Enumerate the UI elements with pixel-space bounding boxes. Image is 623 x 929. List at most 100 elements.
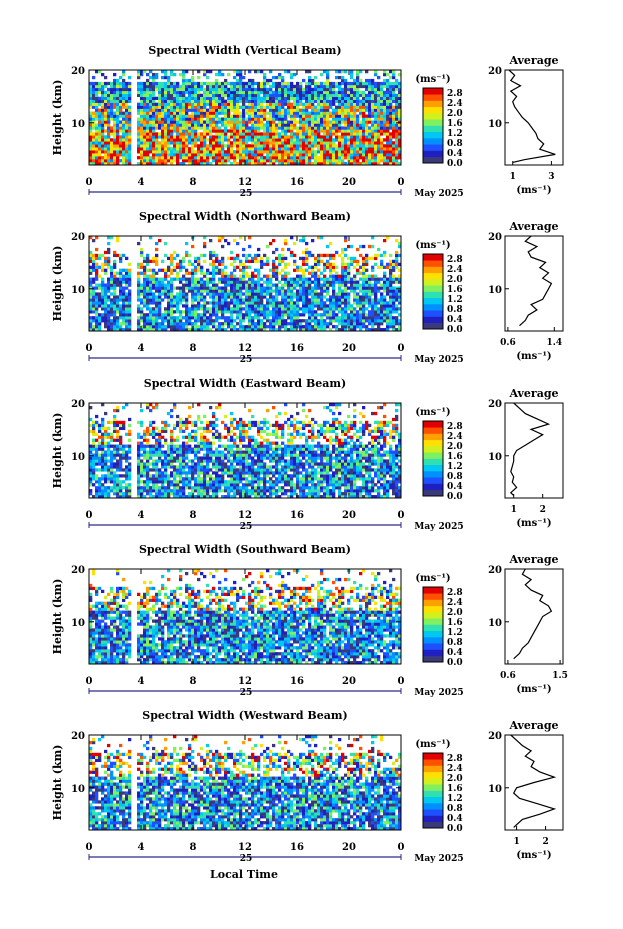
heatmap-cell [314, 310, 318, 314]
heatmap-cell [278, 114, 282, 118]
heatmap-cell [164, 99, 168, 103]
heatmap-cell [248, 99, 252, 103]
heatmap-cell [383, 129, 387, 133]
heatmap-cell [260, 277, 264, 281]
heatmap-cell [194, 313, 198, 317]
heatmap-cell [116, 132, 120, 136]
heatmap-cell [389, 298, 393, 302]
heatmap-cell [311, 292, 315, 296]
heatmap-cell [359, 132, 363, 136]
heatmap-cell [146, 90, 150, 95]
heatmap-cell [227, 93, 231, 98]
heatmap-cell [284, 99, 288, 103]
heatmap-cell [368, 256, 372, 261]
heatmap-cell [347, 265, 351, 269]
heatmap-cell [155, 277, 159, 281]
heatmap-cell [230, 105, 234, 109]
heatmap-cell [164, 102, 168, 106]
heatmap-cell [125, 153, 129, 157]
heatmap-cell [173, 156, 177, 160]
heatmap-cell [158, 295, 162, 299]
heatmap-cell [161, 75, 165, 80]
heatmap-cell [389, 147, 393, 151]
heatmap-cell [353, 111, 357, 115]
heatmap-cell [257, 159, 261, 163]
heatmap-cell [362, 280, 366, 284]
heatmap-cell [311, 126, 315, 130]
heatmap-cell [338, 274, 342, 278]
heatmap-cell [350, 87, 354, 92]
heatmap-cell [335, 147, 339, 151]
heatmap-cell [380, 156, 384, 160]
heatmap-cell [320, 253, 324, 258]
heatmap-cell [383, 271, 387, 275]
heatmap-cell [104, 286, 108, 290]
heatmap-cell [293, 96, 297, 100]
heatmap-cell [137, 90, 141, 95]
heatmap-cell [311, 96, 315, 100]
heatmap-cell [158, 283, 162, 287]
heatmap-cell [278, 75, 282, 80]
heatmap-cell [296, 147, 300, 151]
heatmap-cell [365, 132, 369, 136]
heatmap-cell [257, 316, 261, 320]
heatmap-cell [185, 111, 189, 115]
heatmap-cell [167, 84, 171, 89]
heatmap-cell [365, 277, 369, 281]
heatmap-cell [341, 274, 345, 278]
heatmap-cell [389, 280, 393, 284]
heatmap-cell [122, 286, 126, 290]
heatmap-cell [152, 316, 156, 320]
heatmap-cell [323, 132, 327, 136]
heatmap-cell [278, 141, 282, 145]
heatmap-cell [146, 156, 150, 160]
heatmap-cell [194, 99, 198, 103]
heatmap-cell [371, 292, 375, 296]
heatmap-cell [200, 153, 204, 157]
heatmap-cell [329, 114, 333, 118]
heatmap-cell [200, 141, 204, 145]
heatmap-cell [248, 283, 252, 287]
heatmap-cell [122, 310, 126, 314]
heatmap-cell [146, 81, 150, 86]
heatmap-cell [242, 325, 246, 329]
heatmap-cell [251, 259, 255, 264]
heatmap-cell [161, 141, 165, 145]
heatmap-cell [95, 265, 99, 269]
heatmap-cell [347, 99, 351, 103]
heatmap-cell [275, 289, 279, 293]
heatmap-cell [383, 153, 387, 157]
heatmap-cell [191, 99, 195, 103]
heatmap-cell [248, 289, 252, 293]
heatmap-cell [218, 90, 222, 95]
heatmap-cell [260, 102, 264, 106]
heatmap-cell [113, 304, 117, 308]
heatmap-cell [110, 286, 114, 290]
heatmap-cell [242, 135, 246, 139]
heatmap-cell [311, 90, 315, 95]
heatmap-cell [362, 325, 366, 329]
heatmap-cell [299, 84, 303, 89]
heatmap-cell [308, 265, 312, 269]
heatmap-cell [89, 322, 93, 326]
heatmap-cell [188, 316, 192, 320]
heatmap-cell [104, 316, 108, 320]
heatmap-cell [92, 144, 96, 148]
heatmap-cell [89, 129, 93, 133]
heatmap-cell [338, 120, 342, 124]
heatmap-cell [284, 301, 288, 305]
heatmap-cell [353, 102, 357, 106]
heatmap-cell [359, 102, 363, 106]
heatmap-cell [281, 307, 285, 311]
heatmap-cell [107, 241, 111, 246]
heatmap-cell [104, 81, 108, 86]
heatmap-cell [326, 102, 330, 106]
heatmap-cell [179, 289, 183, 293]
heatmap-cell [389, 141, 393, 145]
heatmap-cell [224, 117, 228, 121]
heatmap-cell [353, 132, 357, 136]
heatmap-cell [305, 301, 309, 305]
heatmap-cell [224, 93, 228, 98]
heatmap-cell [320, 162, 324, 166]
heatmap-cell [170, 259, 174, 264]
